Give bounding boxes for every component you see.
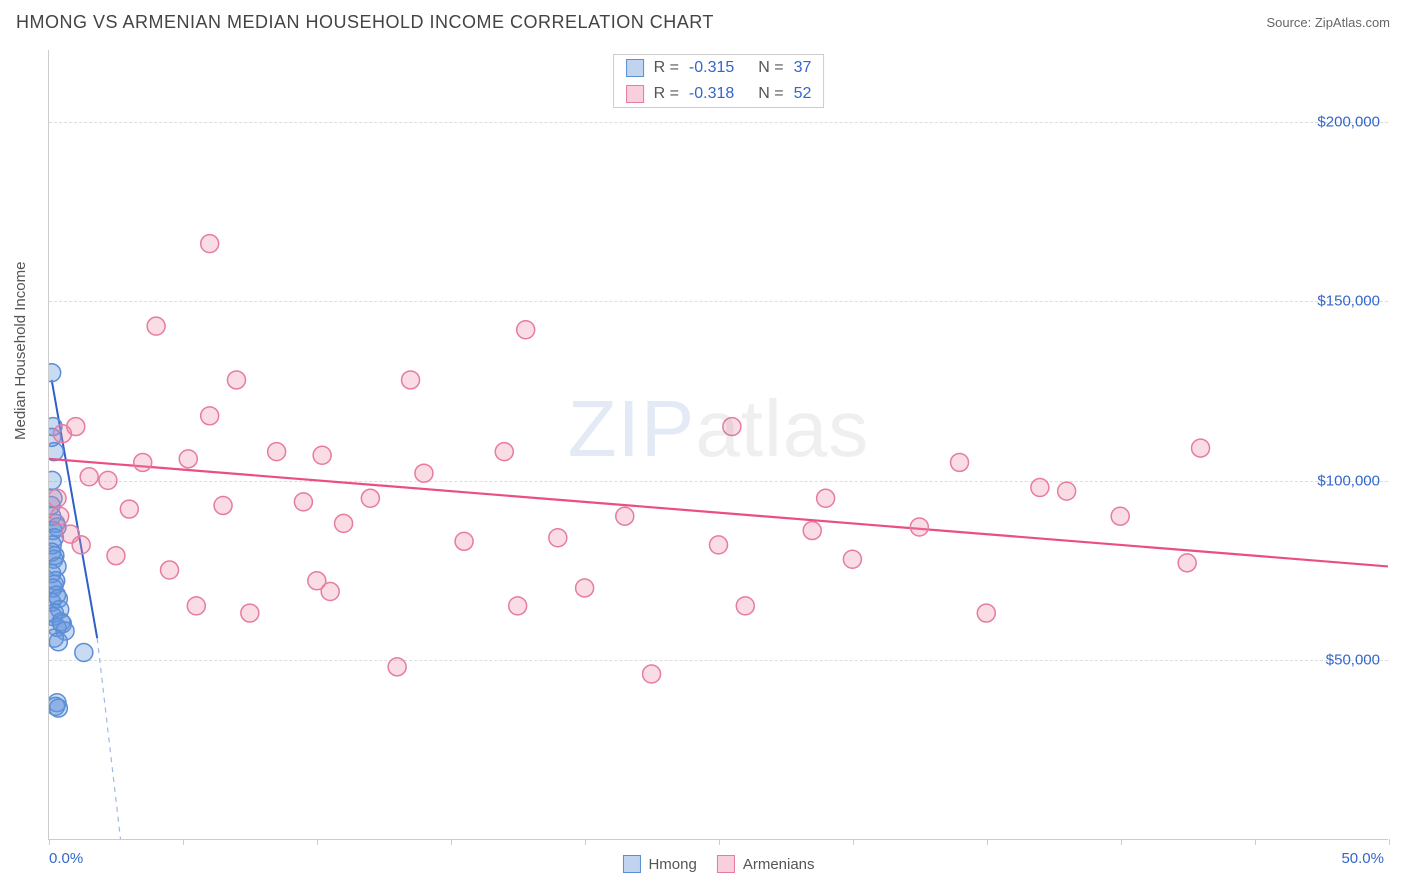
data-point [1178, 554, 1196, 572]
data-point [53, 425, 71, 443]
data-point [241, 604, 259, 622]
y-axis-label: Median Household Income [12, 262, 29, 440]
data-point [49, 489, 66, 507]
data-point [187, 597, 205, 615]
data-point [51, 507, 69, 525]
data-point [179, 450, 197, 468]
n-value: 52 [794, 85, 812, 103]
correlation-row: R = -0.315 N = 37 [614, 55, 824, 81]
trend-line-dashed [97, 638, 183, 839]
n-value: 37 [794, 59, 812, 77]
legend-item: Hmong [622, 855, 696, 873]
data-point [120, 500, 138, 518]
data-point [1058, 482, 1076, 500]
legend-swatch [717, 855, 735, 873]
data-point [80, 468, 98, 486]
data-point [107, 547, 125, 565]
data-point [977, 604, 995, 622]
data-point [49, 699, 67, 717]
r-label: R = [654, 59, 679, 77]
legend-label: Armenians [743, 856, 815, 873]
data-point [843, 550, 861, 568]
data-point [147, 317, 165, 335]
bottom-legend: Hmong Armenians [622, 855, 814, 873]
data-point [161, 561, 179, 579]
data-point [710, 536, 728, 554]
scatter-svg [49, 50, 1388, 839]
data-point [72, 536, 90, 554]
data-point [1031, 479, 1049, 497]
data-point [643, 665, 661, 683]
correlation-row: R = -0.318 N = 52 [614, 81, 824, 107]
x-tick-mark [317, 839, 318, 845]
data-point [134, 453, 152, 471]
chart-title: HMONG VS ARMENIAN MEDIAN HOUSEHOLD INCOM… [16, 12, 714, 33]
data-point [49, 471, 61, 489]
data-point [201, 407, 219, 425]
data-point [951, 453, 969, 471]
data-point [49, 364, 61, 382]
r-value: -0.315 [689, 59, 734, 77]
data-point [455, 532, 473, 550]
data-point [803, 522, 821, 540]
data-point [361, 489, 379, 507]
legend-swatch [622, 855, 640, 873]
data-point [495, 443, 513, 461]
data-point [415, 464, 433, 482]
r-value: -0.318 [689, 85, 734, 103]
data-point [723, 418, 741, 436]
data-point [402, 371, 420, 389]
data-point [616, 507, 634, 525]
chart-plot-area: R = -0.315N = 37R = -0.318N = 52 ZIPatla… [48, 50, 1388, 840]
x-tick-label: 50.0% [1341, 850, 1384, 867]
x-tick-mark [1121, 839, 1122, 845]
source-label: Source: ZipAtlas.com [1266, 15, 1390, 30]
data-point [321, 583, 339, 601]
data-point [227, 371, 245, 389]
x-tick-mark [1389, 839, 1390, 845]
data-point [817, 489, 835, 507]
series-swatch [626, 59, 644, 77]
x-tick-mark [719, 839, 720, 845]
x-tick-mark [183, 839, 184, 845]
data-point [576, 579, 594, 597]
x-tick-mark [585, 839, 586, 845]
data-point [517, 321, 535, 339]
x-tick-label: 0.0% [49, 850, 83, 867]
x-tick-mark [1255, 839, 1256, 845]
data-point [268, 443, 286, 461]
data-point [214, 496, 232, 514]
n-label: N = [758, 59, 783, 77]
legend-label: Hmong [648, 856, 696, 873]
x-tick-mark [49, 839, 50, 845]
data-point [294, 493, 312, 511]
data-point [388, 658, 406, 676]
data-point [99, 471, 117, 489]
x-tick-mark [987, 839, 988, 845]
legend-item: Armenians [717, 855, 815, 873]
data-point [49, 633, 67, 651]
x-tick-mark [853, 839, 854, 845]
series-swatch [626, 85, 644, 103]
data-point [910, 518, 928, 536]
data-point [313, 446, 331, 464]
correlation-legend-box: R = -0.315 N = 37 R = -0.318 N = 52 [613, 54, 825, 108]
data-point [509, 597, 527, 615]
r-label: R = [654, 85, 679, 103]
data-point [335, 514, 353, 532]
data-point [549, 529, 567, 547]
data-point [75, 644, 93, 662]
data-point [1192, 439, 1210, 457]
x-tick-mark [451, 839, 452, 845]
data-point [201, 235, 219, 253]
n-label: N = [758, 85, 783, 103]
data-point [736, 597, 754, 615]
data-point [1111, 507, 1129, 525]
